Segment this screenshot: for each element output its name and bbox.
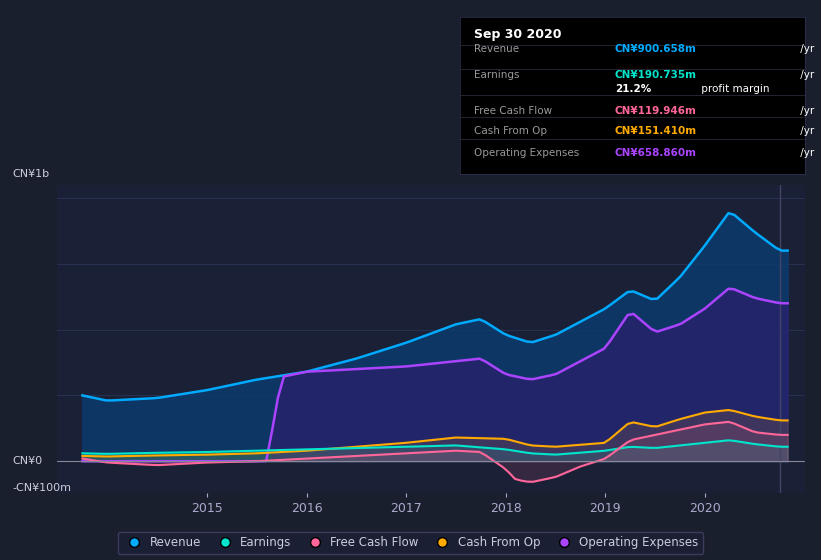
Legend: Revenue, Earnings, Free Cash Flow, Cash From Op, Operating Expenses: Revenue, Earnings, Free Cash Flow, Cash … xyxy=(118,531,703,554)
Text: CN¥900.658m: CN¥900.658m xyxy=(615,44,697,54)
Text: /yr: /yr xyxy=(797,69,814,80)
Text: Earnings: Earnings xyxy=(474,69,519,80)
Text: CN¥119.946m: CN¥119.946m xyxy=(615,106,697,115)
Text: Sep 30 2020: Sep 30 2020 xyxy=(474,28,561,41)
Text: /yr: /yr xyxy=(797,148,814,158)
Text: CN¥658.860m: CN¥658.860m xyxy=(615,148,697,158)
Text: 21.2%: 21.2% xyxy=(615,83,651,94)
Text: CN¥1b: CN¥1b xyxy=(12,169,50,179)
Text: CN¥151.410m: CN¥151.410m xyxy=(615,126,697,136)
Text: /yr: /yr xyxy=(797,44,814,54)
Text: /yr: /yr xyxy=(797,106,814,115)
Text: /yr: /yr xyxy=(797,126,814,136)
Text: Cash From Op: Cash From Op xyxy=(474,126,547,136)
Text: CN¥190.735m: CN¥190.735m xyxy=(615,69,697,80)
Text: -CN¥100m: -CN¥100m xyxy=(12,483,71,493)
Text: Operating Expenses: Operating Expenses xyxy=(474,148,579,158)
Text: profit margin: profit margin xyxy=(698,83,769,94)
Text: CN¥0: CN¥0 xyxy=(12,456,43,466)
Text: Free Cash Flow: Free Cash Flow xyxy=(474,106,552,115)
Text: Revenue: Revenue xyxy=(474,44,519,54)
